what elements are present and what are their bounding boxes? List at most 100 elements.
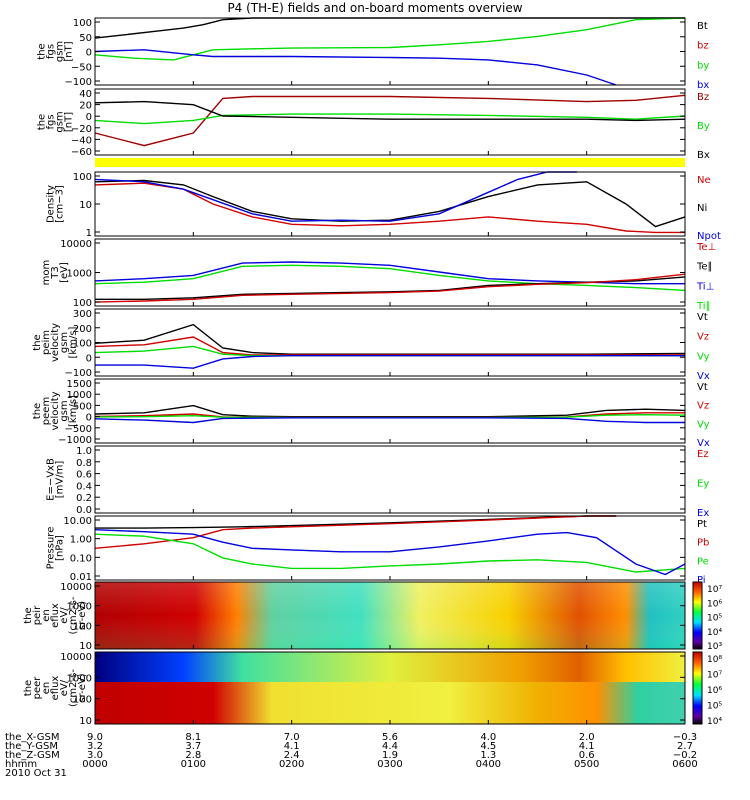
colorbar-tick-label: 10⁸ xyxy=(707,655,722,665)
legend-label: Vt xyxy=(697,312,708,323)
series-line-0-bx xyxy=(94,49,617,86)
legend-label: Pe xyxy=(697,556,709,567)
y-tick-label: 1.00 xyxy=(70,535,92,546)
y-tick-label: 0.4 xyxy=(76,481,92,492)
series-line-3-Ti∥ xyxy=(94,264,686,292)
y-tick-label: 1000 xyxy=(67,673,92,684)
y-tick-label: 500 xyxy=(73,401,92,412)
axis-row-value: 0400 xyxy=(476,759,501,770)
y-tick-label: 1000 xyxy=(67,602,92,613)
y-axis-label: the xyxy=(37,43,48,59)
y-axis-label: the xyxy=(32,403,43,419)
y-tick-label: 50 xyxy=(79,33,92,44)
quality-flag-bar xyxy=(95,158,685,167)
axis-row-value: 0300 xyxy=(377,759,402,770)
electron-spectrogram-top xyxy=(95,652,685,682)
y-tick-label: 10.00 xyxy=(63,516,92,527)
series-line-3-Te∥ xyxy=(95,276,686,300)
y-axis-label: [km/s] xyxy=(68,395,79,427)
y-tick-label: 0.2 xyxy=(76,493,92,504)
axis-row-label: the_Z-GSM xyxy=(5,750,60,761)
colorbar-9 xyxy=(692,651,703,725)
series-line-4-Vz xyxy=(94,336,685,356)
y-axis-label: [eV] xyxy=(59,262,70,283)
y-axis-label: gsm xyxy=(55,41,66,62)
y-axis-label: mom xyxy=(41,260,52,286)
colorbar-tick-label: 10⁷ xyxy=(707,585,722,595)
legend-label: Pt xyxy=(697,519,707,530)
axis-row-value: 1.9 xyxy=(382,750,398,761)
axis-row-value: 0500 xyxy=(574,759,599,770)
y-axis-label: fgs xyxy=(46,44,57,59)
legend-label: Vz xyxy=(697,401,709,412)
y-axis-label: sr-eV) xyxy=(77,601,88,630)
axis-row-label: the_Y-GSM xyxy=(5,741,58,752)
legend-label: Vz xyxy=(697,332,709,343)
axis-row-value: 7.0 xyxy=(284,732,300,743)
y-tick-label: −20 xyxy=(71,124,92,135)
axis-row-value: 2.4 xyxy=(284,750,300,761)
axis-row-value: 8.1 xyxy=(185,732,201,743)
axis-row-value: 4.0 xyxy=(480,732,496,743)
axis-row-value: 3.2 xyxy=(87,741,103,752)
axis-row-value: 3.7 xyxy=(185,741,201,752)
legend-label: Pb xyxy=(697,538,709,549)
legend-label: Ex xyxy=(697,508,709,519)
y-axis-label: peim xyxy=(41,330,52,355)
y-axis-label: eV/ xyxy=(59,607,70,624)
legend-label: Vt xyxy=(697,382,708,393)
colorbar-tick-label: 10⁶ xyxy=(707,599,722,609)
y-tick-label: −100 xyxy=(65,368,92,379)
y-axis-label: gsm xyxy=(59,332,70,353)
axis-row-value: 0000 xyxy=(82,759,107,770)
legend-label: by xyxy=(697,60,709,71)
legend-label: Vy xyxy=(697,419,710,430)
colorbar-tick-label: 10⁷ xyxy=(707,671,722,681)
y-tick-label: 10 xyxy=(79,641,92,652)
legend-label: By xyxy=(697,121,710,132)
axis-row-value: −0.3 xyxy=(673,732,697,743)
y-axis-label: sr-eV) xyxy=(77,673,88,702)
y-tick-label: 1.0 xyxy=(76,446,92,457)
y-tick-label: 10 xyxy=(79,716,92,727)
panel-frame-3 xyxy=(94,238,686,307)
legend-label: Ez xyxy=(697,449,709,460)
y-axis-label: eflux xyxy=(50,676,61,701)
y-axis-label: (cm2-s- xyxy=(68,596,79,634)
axis-row-value: 0600 xyxy=(672,759,697,770)
y-axis-label: velocity xyxy=(50,323,61,362)
y-tick-label: 1500 xyxy=(67,379,92,390)
legend-label: bx xyxy=(697,80,709,91)
legend-label: Bx xyxy=(697,150,710,161)
series-line-7-Pi xyxy=(94,529,686,576)
y-axis-label: Pressure xyxy=(46,527,57,570)
panel-frame-4 xyxy=(94,308,686,377)
series-line-3-Ti⊥ xyxy=(94,261,685,285)
y-tick-label: 0.8 xyxy=(76,458,92,469)
y-tick-label: 10000 xyxy=(60,239,92,250)
panel-frame-7 xyxy=(94,515,686,581)
legend-label: Npot xyxy=(697,231,721,242)
y-axis-label: [nPa] xyxy=(55,535,66,561)
y-tick-label: −60 xyxy=(71,147,92,158)
axis-row-value: 2.7 xyxy=(677,741,693,752)
y-tick-label: 0.6 xyxy=(76,470,92,481)
series-line-2-Ni xyxy=(94,179,686,228)
y-tick-label: 200 xyxy=(73,324,92,335)
legend-label: Pi xyxy=(697,575,706,586)
y-axis-label: the xyxy=(32,334,43,350)
ion-spectrogram-shade xyxy=(95,582,685,649)
axis-row-value: 0100 xyxy=(181,759,206,770)
y-axis-label: gsm xyxy=(55,111,66,132)
colorbar-tick-label: 10⁶ xyxy=(707,686,722,696)
panel-frame-1 xyxy=(94,88,686,156)
plot-title: P4 (TH-E) fields and on-board moments ov… xyxy=(227,1,523,15)
y-axis-label: the xyxy=(37,114,48,130)
legend-label: Te⊥ xyxy=(696,242,716,253)
series-line-7-Pe xyxy=(94,533,686,573)
legend-label: Ti⊥ xyxy=(696,281,714,292)
y-tick-label: 0.01 xyxy=(70,572,92,583)
legend-label: Vx xyxy=(697,438,710,449)
legend-label: bz xyxy=(697,41,709,52)
